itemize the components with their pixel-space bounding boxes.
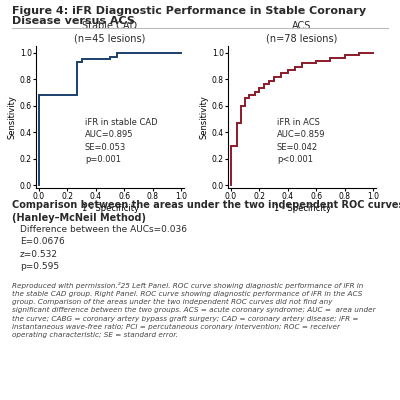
Title: ACS
(n=78 lesions): ACS (n=78 lesions) bbox=[266, 21, 338, 44]
Title: Stable CAD
(n=45 lesions): Stable CAD (n=45 lesions) bbox=[74, 21, 146, 44]
Text: Difference between the AUCs=0.036
E=0.0676
z=0.532
p=0.595: Difference between the AUCs=0.036 E=0.06… bbox=[20, 225, 187, 271]
Text: Comparison between the areas under the two independent ROC curves
(Hanley–McNeil: Comparison between the areas under the t… bbox=[12, 200, 400, 223]
Text: Disease versus ACS: Disease versus ACS bbox=[12, 16, 135, 26]
Text: Reproduced with permission.²25 Left Panel. ROC curve showing diagnostic performa: Reproduced with permission.²25 Left Pane… bbox=[12, 282, 376, 338]
Y-axis label: Sensitivity: Sensitivity bbox=[8, 95, 17, 139]
X-axis label: 1 - Specificity: 1 - Specificity bbox=[82, 204, 138, 213]
Text: iFR in ACS
AUC=0.859
SE=0.042
p<0.001: iFR in ACS AUC=0.859 SE=0.042 p<0.001 bbox=[277, 118, 325, 164]
Text: Figure 4: iFR Diagnostic Performance in Stable Coronary: Figure 4: iFR Diagnostic Performance in … bbox=[12, 6, 366, 16]
Y-axis label: Sensitivity: Sensitivity bbox=[200, 95, 209, 139]
X-axis label: 1 - Specificity: 1 - Specificity bbox=[274, 204, 330, 213]
Text: iFR in stable CAD
AUC=0.895
SE=0.053
p=0.001: iFR in stable CAD AUC=0.895 SE=0.053 p=0… bbox=[85, 118, 158, 164]
